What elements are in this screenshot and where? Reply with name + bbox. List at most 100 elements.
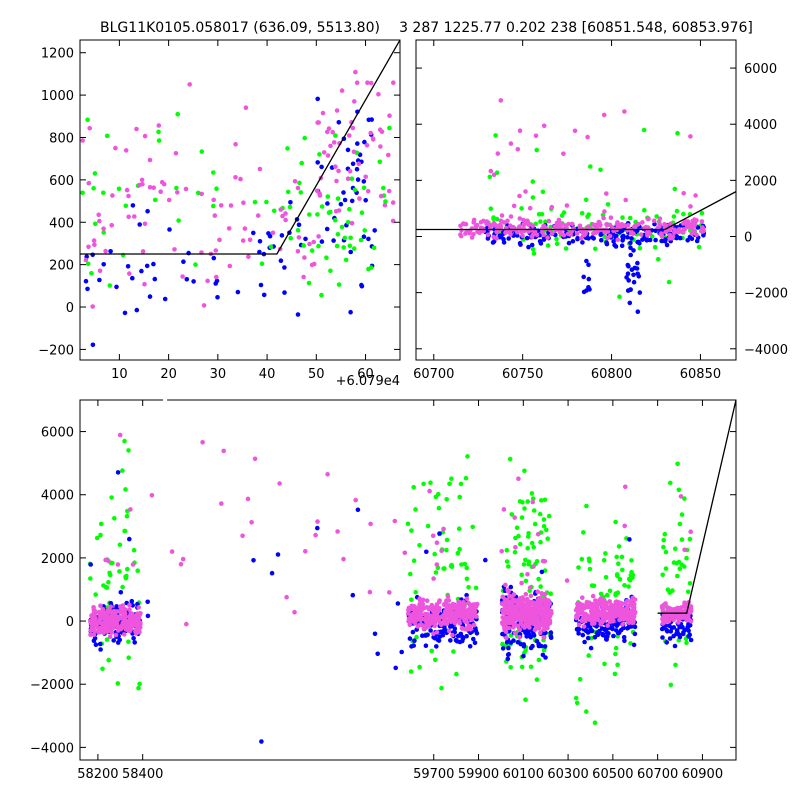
data-point-green xyxy=(88,576,93,581)
data-point-magenta xyxy=(405,611,411,616)
data-point-magenta xyxy=(506,606,511,612)
data-point-blue xyxy=(325,201,330,206)
data-point-green xyxy=(681,211,686,217)
data-point-green xyxy=(588,164,593,169)
data-point-magenta xyxy=(530,499,535,505)
panel-top-left: BLG11K0105.058017 (636.09, 5513.80) 10 20… xyxy=(38,20,401,389)
data-point-magenta xyxy=(549,204,555,210)
data-point-green xyxy=(288,235,294,241)
x-tick-label: 60800 xyxy=(591,367,632,382)
data-point-blue xyxy=(575,236,580,242)
data-point-magenta xyxy=(579,235,584,241)
data-point-green xyxy=(577,676,583,682)
data-point-green xyxy=(342,235,348,241)
data-point-green xyxy=(336,282,342,287)
data-point-magenta xyxy=(523,592,529,597)
data-point-green xyxy=(671,214,677,219)
data-point-magenta xyxy=(217,237,222,243)
data-point-green xyxy=(131,547,137,553)
data-point-green xyxy=(411,484,417,490)
data-point-magenta xyxy=(677,613,683,619)
data-point-green xyxy=(514,525,520,531)
data-point-magenta xyxy=(249,520,254,525)
data-point-magenta xyxy=(233,175,238,180)
data-point-green xyxy=(530,247,536,252)
data-point-green xyxy=(541,524,547,529)
data-point-magenta xyxy=(545,622,550,627)
data-point-blue xyxy=(115,470,121,475)
data-point-magenta xyxy=(525,572,530,577)
data-point-blue xyxy=(538,241,544,246)
data-point-blue xyxy=(628,252,633,258)
data-point-magenta xyxy=(205,278,210,284)
data-point-magenta xyxy=(376,92,381,97)
data-point-green xyxy=(295,228,301,233)
data-point-magenta xyxy=(626,620,632,625)
data-point-green xyxy=(616,561,621,566)
data-point-magenta xyxy=(646,216,651,221)
data-point-blue xyxy=(257,249,262,255)
data-point-magenta xyxy=(681,227,687,232)
data-point-blue xyxy=(448,638,453,643)
data-point-green xyxy=(433,570,439,575)
x-tick-label: 58200 xyxy=(77,767,118,782)
data-point-blue xyxy=(395,601,401,606)
data-point-magenta xyxy=(313,532,318,538)
data-point-blue xyxy=(361,234,367,239)
y-tick-label: 2000 xyxy=(41,552,74,567)
data-point-magenta xyxy=(390,200,396,205)
data-point-blue xyxy=(428,628,433,633)
data-point-green xyxy=(541,517,547,522)
data-point-blue xyxy=(363,198,369,203)
data-point-green xyxy=(661,537,666,543)
data-point-green xyxy=(473,585,479,591)
data-point-magenta xyxy=(466,613,472,618)
data-point-blue xyxy=(134,307,140,313)
data-point-magenta xyxy=(213,248,219,253)
data-point-magenta xyxy=(129,611,135,617)
data-point-magenta xyxy=(419,608,425,613)
data-point-magenta xyxy=(523,615,528,620)
data-point-green xyxy=(601,558,607,563)
data-point-green xyxy=(334,243,340,249)
data-point-magenta xyxy=(137,620,143,625)
data-point-blue xyxy=(131,636,136,641)
data-point-magenta xyxy=(602,618,607,623)
data-point-magenta xyxy=(117,432,123,438)
data-point-magenta xyxy=(96,630,101,635)
panel-top-right-model xyxy=(416,191,736,231)
data-point-magenta xyxy=(180,274,185,279)
data-point-magenta xyxy=(321,150,327,155)
data-point-magenta xyxy=(121,611,126,617)
data-point-magenta xyxy=(365,80,370,85)
data-point-blue xyxy=(531,632,536,638)
data-point-green xyxy=(451,649,456,654)
data-point-magenta xyxy=(581,614,586,619)
data-point-magenta xyxy=(335,529,340,534)
data-point-magenta xyxy=(494,229,500,235)
data-point-magenta xyxy=(672,227,677,233)
data-point-green xyxy=(676,487,682,493)
data-point-green xyxy=(436,505,442,511)
data-point-green xyxy=(464,565,470,571)
data-point-magenta xyxy=(503,582,508,588)
data-point-magenta xyxy=(517,627,522,632)
data-point-blue xyxy=(586,285,591,290)
data-point-magenta xyxy=(437,620,443,625)
data-point-magenta xyxy=(473,604,479,609)
data-point-green xyxy=(106,657,111,663)
data-point-green xyxy=(579,556,585,562)
data-point-green xyxy=(211,170,216,175)
data-point-blue xyxy=(145,613,151,619)
data-point-green xyxy=(316,243,321,249)
data-point-green xyxy=(559,213,565,218)
data-point-magenta xyxy=(113,145,118,151)
data-point-magenta xyxy=(367,589,373,595)
data-point-magenta xyxy=(296,235,302,240)
data-point-magenta xyxy=(455,611,460,616)
data-point-blue xyxy=(624,275,629,280)
data-point-green xyxy=(93,592,98,597)
data-point-magenta xyxy=(345,176,351,181)
data-point-magenta xyxy=(109,613,115,618)
data-point-blue xyxy=(634,266,640,271)
